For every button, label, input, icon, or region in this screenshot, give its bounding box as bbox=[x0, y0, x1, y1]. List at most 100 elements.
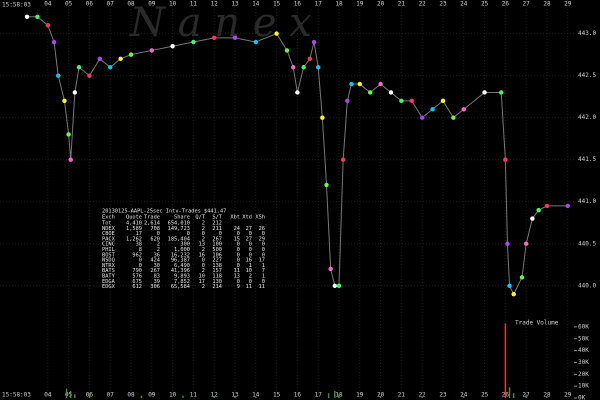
table-cell: 0 bbox=[139, 263, 142, 269]
table-cell: BATS bbox=[102, 268, 115, 274]
trade-point bbox=[349, 81, 354, 87]
table-cell: 0 bbox=[237, 252, 240, 258]
table-cell: 16 bbox=[199, 252, 205, 258]
table-cell: 0 bbox=[262, 231, 265, 237]
trade-point bbox=[45, 23, 51, 28]
x-tick-label: 19 bbox=[356, 392, 364, 399]
table-header: Xbt bbox=[230, 215, 240, 221]
x-tick-label: 08 bbox=[127, 392, 135, 399]
y-tick-label: 441.5 bbox=[578, 156, 596, 163]
x-tick-label: 26 bbox=[502, 1, 510, 8]
table-cell: 2,614 bbox=[144, 221, 160, 227]
table-cell: 0 bbox=[157, 231, 160, 237]
table-cell: 500 bbox=[212, 247, 222, 253]
table-cell: 38 bbox=[136, 242, 142, 248]
table-cell: 675 bbox=[132, 279, 142, 285]
table-cell: 0 bbox=[262, 242, 265, 248]
trade-point bbox=[536, 207, 541, 213]
trade-point bbox=[311, 39, 317, 45]
table-cell: 576 bbox=[132, 274, 142, 280]
trade-point bbox=[149, 48, 155, 53]
x-tick-label: 12 bbox=[211, 392, 219, 399]
trade-point bbox=[507, 283, 512, 288]
volume-bar bbox=[379, 396, 382, 398]
table-cell: 0 bbox=[237, 258, 240, 264]
volume-bar bbox=[213, 396, 215, 398]
trade-point bbox=[440, 98, 446, 104]
x-tick-label: 18 bbox=[335, 1, 343, 8]
y-tick-label: 50K bbox=[578, 335, 589, 342]
x-tick-label: 10 bbox=[169, 1, 177, 8]
table-cell: NTRX bbox=[102, 263, 116, 269]
x-tick-label: 13 bbox=[231, 392, 239, 399]
table-cell: 11 bbox=[259, 284, 265, 290]
volume-title: Trade Volume bbox=[515, 320, 559, 327]
x-tick-label: 11 bbox=[190, 392, 198, 399]
volume-bar bbox=[334, 390, 336, 398]
x-tick-label: 09 bbox=[148, 1, 156, 8]
table-cell: 2 bbox=[157, 247, 160, 253]
table-cell: 0 bbox=[202, 263, 205, 269]
table-cell: 0 bbox=[249, 252, 252, 258]
x-tick-label: 07 bbox=[107, 1, 115, 8]
x-tick-label: 21 bbox=[398, 1, 406, 8]
volume-bar bbox=[140, 395, 143, 398]
volume-bar bbox=[504, 323, 507, 398]
trade-point bbox=[87, 73, 92, 78]
x-tick-label: 17 bbox=[315, 1, 323, 8]
trade-point bbox=[253, 39, 259, 45]
y-tick-label: 440.5 bbox=[578, 240, 596, 247]
table-cell: 267 bbox=[150, 268, 160, 274]
trade-point bbox=[72, 90, 78, 95]
x-tick-label: 07 bbox=[107, 392, 115, 399]
table-cell: 17 bbox=[259, 258, 265, 264]
x-tick-label: 29 bbox=[564, 392, 572, 399]
trade-point bbox=[357, 81, 362, 87]
x-tick-label: 27 bbox=[523, 1, 531, 8]
table-cell: 790 bbox=[132, 268, 142, 274]
table-cell: 708 bbox=[150, 226, 160, 232]
trade-point bbox=[51, 39, 57, 45]
trade-point bbox=[68, 157, 73, 162]
table-cell: 9,893 bbox=[174, 274, 190, 280]
x-tick-label: 10 bbox=[169, 392, 177, 399]
table-header: Quote bbox=[126, 215, 142, 221]
trade-point bbox=[191, 39, 196, 45]
x-tick-label: 20 bbox=[377, 1, 385, 8]
table-cell: 0 bbox=[202, 258, 205, 264]
trade-point bbox=[108, 65, 113, 70]
table-cell: 29 bbox=[259, 236, 265, 242]
table-cell: 612 bbox=[132, 284, 142, 290]
table-cell: 16,232 bbox=[171, 252, 190, 258]
trade-point bbox=[274, 31, 279, 36]
time-label: 15:58:03 bbox=[2, 392, 31, 399]
x-tick-label: 22 bbox=[419, 392, 427, 399]
table-cell: 0 bbox=[237, 279, 240, 285]
trade-point bbox=[62, 98, 67, 104]
trade-point bbox=[519, 275, 525, 280]
x-tick-label: 04 bbox=[44, 392, 52, 399]
trade-point bbox=[97, 56, 103, 62]
table-cell: 96,387 bbox=[171, 258, 190, 264]
table-cell: 17 bbox=[199, 279, 205, 285]
volume-bar bbox=[546, 396, 548, 398]
table-cell: 13 bbox=[199, 242, 205, 248]
x-tick-label: 05 bbox=[65, 1, 73, 8]
trade-point bbox=[328, 266, 333, 272]
y-tick-label: 40K bbox=[578, 347, 589, 354]
volume-bar bbox=[255, 396, 257, 398]
table-cell: 36 bbox=[154, 252, 160, 258]
table-header: Share bbox=[174, 215, 190, 221]
trade-point bbox=[511, 291, 516, 297]
trade-point bbox=[66, 132, 71, 137]
table-cell: Tot bbox=[102, 221, 112, 227]
x-tick-label: 05 bbox=[65, 392, 73, 399]
trade-point bbox=[367, 90, 373, 95]
table-cell: 654,010 bbox=[168, 221, 190, 227]
trade-point bbox=[565, 203, 570, 209]
table-cell: 2 bbox=[202, 247, 205, 253]
trade-point bbox=[76, 65, 82, 70]
table-header: Q/T bbox=[195, 215, 205, 221]
table-cell: 8 bbox=[139, 247, 142, 253]
table-cell: 39 bbox=[154, 279, 160, 285]
